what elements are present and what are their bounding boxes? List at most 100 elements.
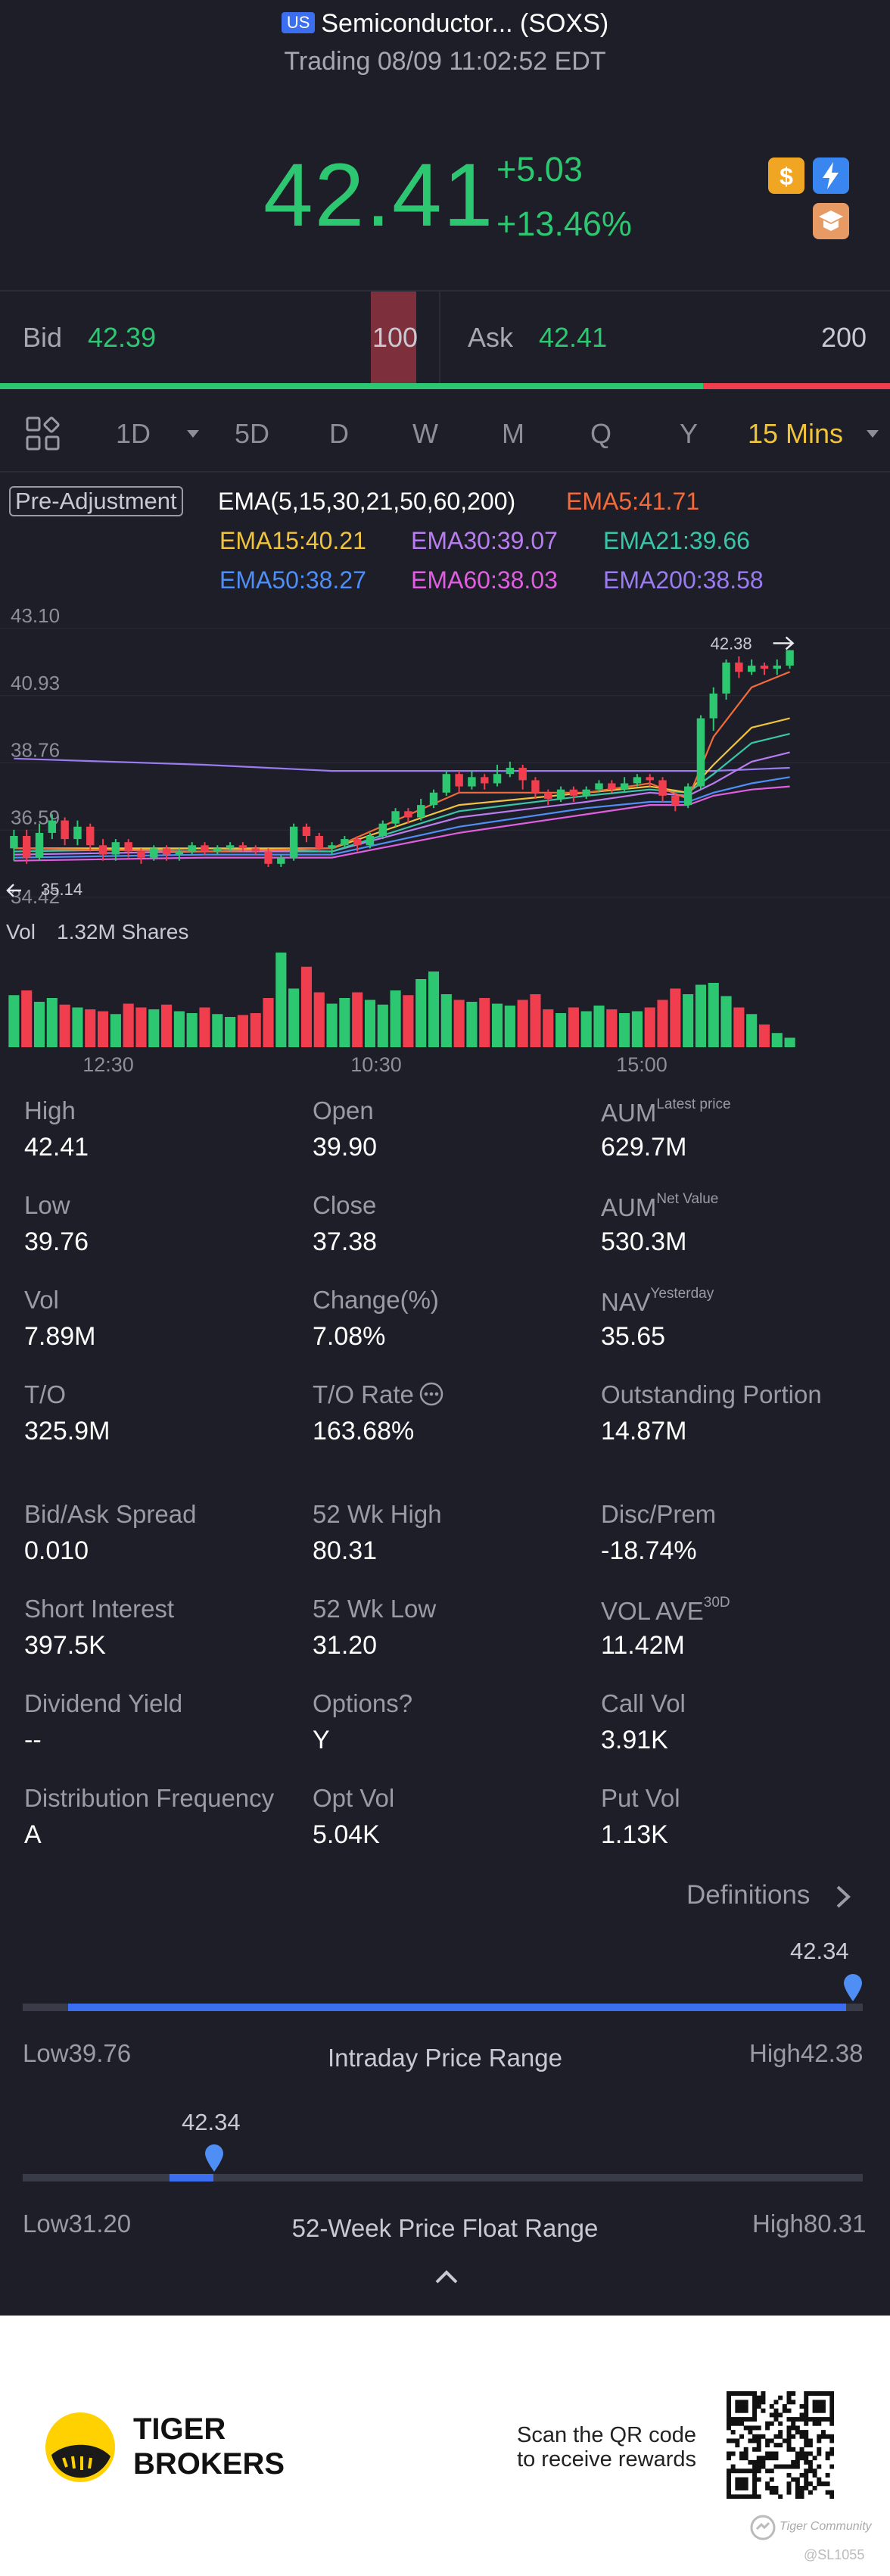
qr-module bbox=[727, 2485, 731, 2490]
qr-module bbox=[752, 2481, 758, 2487]
qr-module bbox=[820, 2434, 826, 2439]
qr-module bbox=[756, 2404, 761, 2409]
volume-bar bbox=[135, 1007, 147, 1047]
qr-module bbox=[829, 2447, 834, 2452]
qr-module bbox=[735, 2494, 740, 2499]
qr-module bbox=[743, 2400, 748, 2405]
qr-module bbox=[739, 2494, 745, 2499]
volume-bar bbox=[606, 1009, 618, 1047]
layout-grid-icon[interactable] bbox=[24, 415, 62, 453]
qr-module bbox=[765, 2485, 770, 2490]
period-caret-icon[interactable] bbox=[865, 429, 880, 443]
candle-body bbox=[10, 836, 18, 849]
qr-module bbox=[778, 2395, 783, 2400]
tab-day[interactable]: D bbox=[329, 418, 349, 449]
tab-month[interactable]: M bbox=[502, 418, 524, 449]
education-icon[interactable] bbox=[813, 203, 849, 239]
dollar-icon[interactable]: $ bbox=[768, 157, 804, 194]
qr-module bbox=[769, 2485, 774, 2490]
qr-module bbox=[739, 2456, 745, 2461]
svg-text:$: $ bbox=[780, 163, 793, 190]
qr-module bbox=[743, 2391, 748, 2396]
qr-module bbox=[804, 2421, 809, 2426]
qr-module bbox=[730, 2391, 736, 2396]
volume-bar bbox=[199, 1007, 210, 1047]
volume-bar bbox=[110, 1014, 121, 1047]
volume-bar bbox=[225, 1017, 236, 1047]
qr-module bbox=[817, 2434, 822, 2439]
pre-adjustment-button[interactable]: Pre-Adjustment bbox=[9, 486, 183, 516]
qr-module bbox=[727, 2408, 731, 2413]
qr-module bbox=[791, 2417, 796, 2422]
stat-value: -18.74% bbox=[601, 1536, 697, 1565]
qr-module bbox=[769, 2438, 774, 2443]
qr-module bbox=[761, 2400, 766, 2405]
tab-year[interactable]: Y bbox=[680, 418, 699, 449]
qr-module bbox=[786, 2395, 792, 2400]
candle-body bbox=[341, 839, 349, 846]
qr-module bbox=[825, 2456, 830, 2461]
qr-module bbox=[752, 2494, 758, 2499]
candle-body bbox=[696, 718, 705, 787]
ask-label: Ask bbox=[468, 322, 514, 353]
definitions-link[interactable]: Definitions bbox=[686, 1880, 811, 1910]
qr-caption-line1: Scan the QR code bbox=[517, 2423, 696, 2447]
qr-module bbox=[765, 2421, 770, 2426]
candle-body bbox=[289, 826, 298, 858]
volume-bar bbox=[644, 1007, 655, 1047]
qr-module bbox=[735, 2400, 740, 2405]
tab-5d[interactable]: 5D bbox=[235, 418, 270, 449]
volume-bar bbox=[784, 1037, 795, 1047]
stat-label-text: Open bbox=[313, 1096, 374, 1124]
qr-module bbox=[743, 2468, 748, 2474]
high-value: 42.38 bbox=[800, 2039, 864, 2067]
more-info-icon[interactable] bbox=[419, 1381, 444, 1407]
qr-module bbox=[752, 2490, 758, 2495]
qr-module bbox=[743, 2485, 748, 2490]
candlestick-chart[interactable]: 43.1040.9338.7636.5934.4242.3835.1412:30… bbox=[0, 606, 890, 1075]
week52-range-title: 52-Week Price Float Range bbox=[291, 2214, 599, 2242]
qr-module bbox=[791, 2421, 796, 2426]
arrow-left-icon bbox=[6, 884, 21, 897]
qr-module bbox=[795, 2485, 800, 2490]
qr-module bbox=[778, 2443, 783, 2448]
qr-module bbox=[765, 2451, 770, 2456]
intraday-marker-value: 42.34 bbox=[790, 1938, 849, 1964]
tab-quarter[interactable]: Q bbox=[590, 418, 612, 449]
candle-body bbox=[582, 789, 590, 796]
candle-body bbox=[455, 774, 463, 787]
bid-ratio-fill bbox=[0, 383, 704, 389]
volume-bar bbox=[683, 994, 694, 1047]
qr-module bbox=[820, 2404, 826, 2409]
dropdown-caret-icon[interactable] bbox=[185, 429, 201, 443]
qr-module bbox=[765, 2443, 770, 2448]
qr-module bbox=[812, 2485, 817, 2490]
qr-module bbox=[804, 2412, 809, 2418]
chevron-up-icon[interactable] bbox=[434, 2269, 459, 2289]
stat-value: 14.87M bbox=[601, 1417, 687, 1445]
tab-week[interactable]: W bbox=[412, 418, 438, 449]
lightning-icon[interactable] bbox=[813, 157, 849, 194]
qr-module bbox=[756, 2459, 761, 2465]
stat-value: 11.42M bbox=[601, 1631, 685, 1660]
qr-module bbox=[817, 2400, 822, 2405]
tab-15-mins[interactable]: 15 Mins bbox=[748, 418, 844, 449]
qr-module bbox=[761, 2391, 766, 2396]
qr-module bbox=[804, 2434, 809, 2439]
volume-bar bbox=[173, 1011, 185, 1047]
qr-module bbox=[812, 2417, 817, 2422]
qr-module bbox=[752, 2412, 758, 2418]
candle-body bbox=[722, 662, 730, 694]
qr-module bbox=[739, 2408, 745, 2413]
qr-module bbox=[820, 2417, 826, 2422]
stat-label-text: Distribution Frequency bbox=[24, 1784, 275, 1812]
qr-module bbox=[795, 2417, 800, 2422]
volume-bar bbox=[733, 1007, 745, 1047]
qr-module bbox=[773, 2456, 779, 2461]
tab-1d[interactable]: 1D bbox=[116, 418, 151, 449]
stat-label-text: NAV bbox=[601, 1288, 651, 1316]
qr-module bbox=[778, 2464, 783, 2469]
qr-module bbox=[778, 2421, 783, 2426]
qr-module bbox=[773, 2412, 779, 2418]
chevron-right-icon[interactable] bbox=[835, 1884, 851, 1913]
